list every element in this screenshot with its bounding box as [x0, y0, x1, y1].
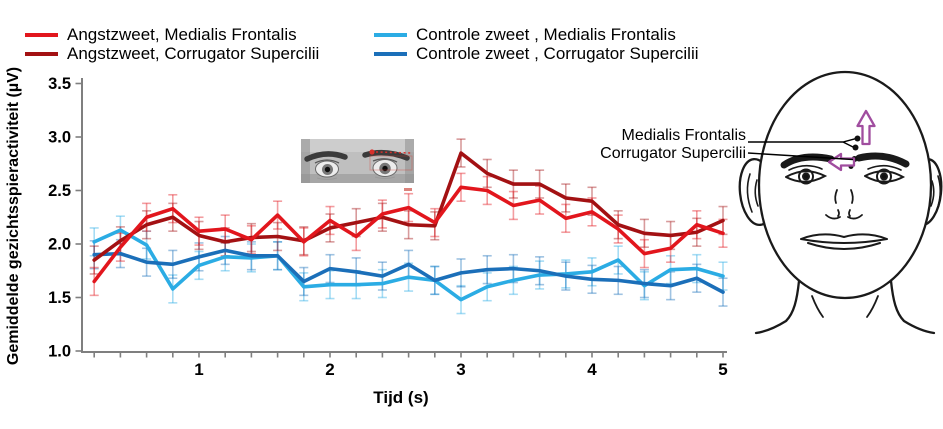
left-ear-detail: [746, 173, 759, 213]
svg-text:1: 1: [194, 360, 203, 379]
label-medialis-frontalis: Medialis Frontalis: [622, 127, 746, 144]
svg-text:1.0: 1.0: [48, 343, 71, 361]
series-line-3: [92, 248, 725, 294]
pointer-line-medialis-frontalis: [748, 138, 856, 148]
y-axis-title: Gemiddelde gezichtsspieractiviteit (µV): [5, 67, 22, 365]
inset-left-eyebrow: [304, 151, 348, 162]
mouth: [800, 233, 888, 250]
series-line-1: [92, 151, 725, 262]
svg-text:4: 4: [587, 360, 597, 379]
svg-text:2.0: 2.0: [48, 236, 71, 254]
right-eye: [864, 164, 906, 185]
series-lines: [92, 151, 725, 302]
svg-text:3.5: 3.5: [48, 75, 71, 93]
axes: [81, 78, 727, 353]
inset-red-roi-box: [369, 155, 413, 171]
legend-swatch-blue: [374, 52, 407, 56]
legend-label: Controle zweet , Medialis Frontalis: [416, 25, 676, 44]
nose: [825, 189, 863, 220]
neck-detail: [811, 295, 879, 318]
svg-text:2: 2: [325, 360, 334, 379]
neck-right: [889, 279, 936, 335]
legend-item-angstzweet-cs: Angstzweet, Corrugator Supercilii: [25, 45, 319, 63]
legend-label: Angstzweet, Medialis Frontalis: [67, 25, 297, 44]
svg-text:2.5: 2.5: [48, 182, 71, 200]
legend-label: Controle zweet , Corrugator Supercilii: [416, 44, 699, 63]
axis-ticks: 1 2 3 4 5 1.0 1.5 2.0 2.5 3.0 3.5: [48, 75, 728, 379]
right-ear-detail: [930, 175, 942, 211]
up-arrow-icon: [856, 109, 876, 146]
inset-red-dotted-line: [375, 151, 413, 154]
left-eye: [785, 164, 828, 185]
legend-swatch-red: [25, 33, 58, 37]
neck-left: [754, 279, 801, 335]
series-line-2: [92, 228, 725, 302]
pointer-line-corrugator-supercilii: [747, 152, 854, 161]
legend-item-controle-cs: Controle zweet , Corrugator Supercilii: [374, 45, 699, 63]
inset-red-marker-dot: [369, 149, 375, 155]
legend-item-angstzweet-mf: Angstzweet, Medialis Frontalis: [25, 26, 297, 44]
series-line-0: [92, 185, 725, 284]
x-axis-title: Tijd (s): [373, 388, 428, 407]
svg-text:5: 5: [718, 360, 727, 379]
inset-red-caption-mark: [404, 188, 412, 191]
legend-swatch-darkred: [25, 52, 58, 56]
head-diagram: [738, 70, 943, 335]
svg-text:3.0: 3.0: [48, 129, 71, 147]
svg-text:1.5: 1.5: [48, 289, 71, 307]
eyes-photo-inset: [301, 139, 414, 183]
label-corrugator-supercilii: Corrugator Supercilii: [600, 145, 746, 162]
anatomy-labels: Medialis Frontalis Corrugator Supercilii: [600, 127, 856, 162]
legend-label: Angstzweet, Corrugator Supercilii: [67, 44, 320, 63]
legend-item-controle-mf: Controle zweet , Medialis Frontalis: [374, 26, 676, 44]
right-eyebrow: [855, 152, 910, 168]
legend-swatch-lightblue: [374, 33, 407, 37]
svg-text:3: 3: [456, 360, 465, 379]
head-outline: [757, 70, 933, 300]
